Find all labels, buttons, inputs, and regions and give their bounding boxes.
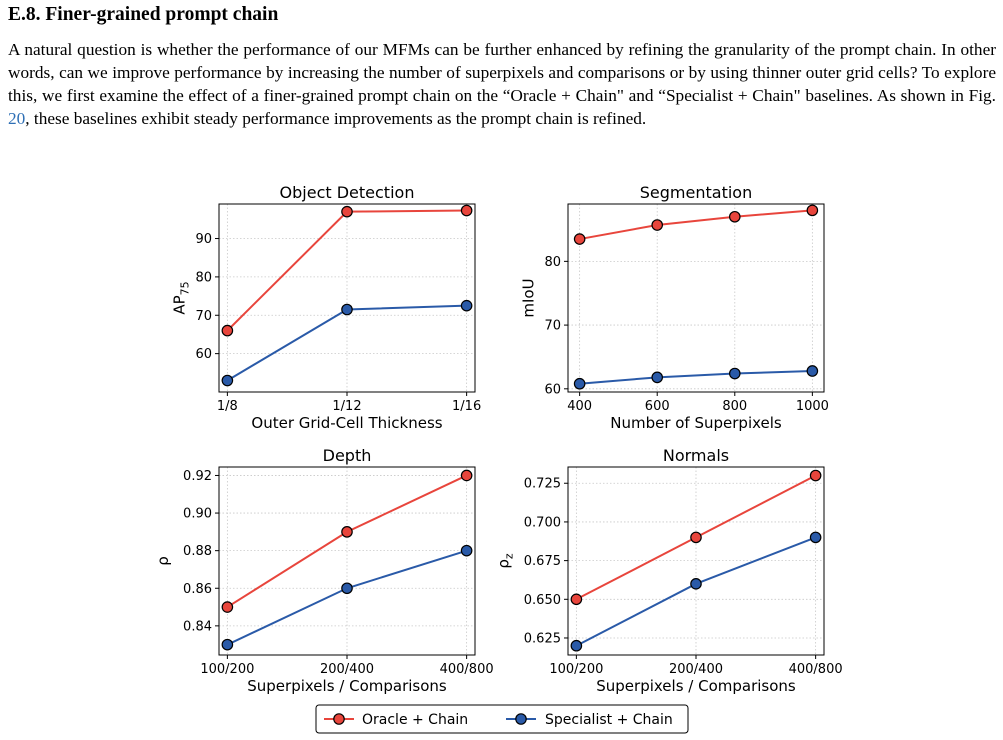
segmentation-y-tick-label: 80 bbox=[544, 255, 561, 270]
normals-data-point-specialist bbox=[570, 639, 583, 652]
depth-y-tick-label: 0.92 bbox=[183, 469, 212, 484]
segmentation-data-point-specialist bbox=[806, 365, 819, 377]
legend-box bbox=[315, 704, 689, 734]
normals-y-axis-label-subscript: z bbox=[503, 553, 516, 559]
legend-label-oracle: Oracle + Chain bbox=[362, 712, 468, 728]
normals-y-tick-label: 0.725 bbox=[524, 477, 561, 492]
object-detection-y-tick-label: 60 bbox=[195, 347, 212, 362]
segmentation-data-point-oracle bbox=[573, 233, 586, 245]
segmentation-y-tick-label: 60 bbox=[544, 382, 561, 397]
object-detection-x-tick-label: 1/12 bbox=[332, 399, 361, 414]
normals-chart: 100/200 200/400 400/800 0.625 0.650 0.675 0.70… bbox=[495, 446, 843, 695]
normals-y-tick-label: 0.650 bbox=[524, 593, 561, 608]
object-detection-y-axis-label: AP75 bbox=[170, 281, 191, 314]
segmentation-title: Segmentation bbox=[640, 183, 752, 202]
body-paragraph: A natural question is whether the perfor… bbox=[8, 38, 996, 130]
segmentation-x-axis-label: Number of Superpixels bbox=[610, 414, 782, 432]
depth-y-tick-label: 0.84 bbox=[183, 619, 212, 634]
segmentation-y-axis-label-base: mIoU bbox=[519, 278, 537, 317]
depth-data-point-oracle bbox=[460, 469, 473, 482]
figure-reference-link[interactable]: 20 bbox=[8, 109, 26, 128]
segmentation-series-line-oracle bbox=[579, 209, 813, 241]
segmentation-x-tick-label: 600 bbox=[645, 399, 670, 414]
object-detection-x-tick-label: 1/16 bbox=[452, 399, 481, 414]
normals-x-tick-label: 200/400 bbox=[669, 662, 723, 677]
segmentation-y-tick-label: 70 bbox=[544, 319, 561, 334]
legend-label-specialist: Specialist + Chain bbox=[545, 712, 673, 728]
object-detection-y-tick-label: 90 bbox=[195, 232, 212, 247]
depth-data-point-specialist bbox=[341, 582, 353, 595]
segmentation-y-axis-label: mIoU bbox=[519, 278, 537, 317]
object-detection-data-point-specialist bbox=[341, 303, 353, 316]
paragraph-text-after: , these baselines exhibit steady perform… bbox=[25, 109, 647, 128]
segmentation-x-tick-label: 800 bbox=[722, 399, 747, 414]
normals-x-axis-label: Superpixels / Comparisons bbox=[596, 677, 796, 695]
object-detection-data-point-oracle bbox=[341, 205, 353, 218]
segmentation-axes-frame bbox=[567, 203, 825, 393]
legend-marker-oracle bbox=[333, 713, 345, 725]
depth-x-tick-label: 400/800 bbox=[440, 662, 494, 677]
normals-y-tick-label: 0.700 bbox=[524, 515, 561, 530]
segmentation-x-tick-label: 400 bbox=[567, 399, 592, 414]
object-detection-data-point-oracle bbox=[221, 324, 234, 337]
depth-data-point-oracle bbox=[221, 601, 234, 613]
depth-data-point-specialist bbox=[221, 638, 234, 651]
normals-data-point-specialist bbox=[690, 578, 702, 590]
section-heading: E.8. Finer-grained prompt chain bbox=[8, 4, 279, 25]
segmentation-data-point-oracle bbox=[728, 210, 741, 223]
depth-y-tick-label: 0.90 bbox=[183, 507, 212, 522]
object-detection-y-tick-label: 80 bbox=[195, 270, 212, 285]
normals-x-tick-label: 100/200 bbox=[549, 662, 603, 677]
object-detection-title: Object Detection bbox=[280, 183, 415, 202]
segmentation-data-point-specialist bbox=[651, 371, 664, 384]
depth-x-tick-label: 100/200 bbox=[200, 662, 254, 677]
normals-x-tick-label: 400/800 bbox=[789, 662, 843, 677]
normals-data-point-oracle bbox=[690, 531, 702, 544]
segmentation-data-point-specialist bbox=[728, 367, 741, 380]
segmentation-data-point-specialist bbox=[573, 377, 586, 390]
legend-marker-specialist bbox=[515, 713, 527, 725]
segmentation-data-point-oracle bbox=[806, 204, 819, 217]
segmentation-x-tick-label: 1000 bbox=[796, 399, 829, 414]
normals-y-axis-label: ρz bbox=[495, 553, 516, 569]
depth-y-tick-label: 0.86 bbox=[183, 582, 212, 597]
object-detection-y-axis-label-subscript: 75 bbox=[178, 281, 191, 295]
depth-y-axis-label-base: ρ bbox=[154, 556, 172, 566]
segmentation-chart: 400 600 800 1000 60 70 80 Segmentation Number of… bbox=[519, 183, 829, 432]
depth-data-point-oracle bbox=[341, 526, 353, 538]
object-detection-data-point-specialist bbox=[460, 299, 473, 312]
object-detection-x-axis-label: Outer Grid-Cell Thickness bbox=[251, 414, 442, 432]
legend: Oracle + Chain Specialist + Chain bbox=[315, 704, 689, 734]
normals-data-point-oracle bbox=[809, 469, 822, 482]
object-detection-y-axis-label-base: AP bbox=[170, 295, 188, 314]
object-detection-y-tick-label: 70 bbox=[195, 309, 212, 324]
normals-data-point-specialist bbox=[809, 531, 822, 544]
depth-chart: 100/200 200/400 400/800 0.84 0.86 0.88 0.90 0.9… bbox=[154, 446, 494, 695]
depth-data-point-specialist bbox=[460, 544, 473, 557]
normals-title: Normals bbox=[663, 446, 729, 465]
depth-x-tick-label: 200/400 bbox=[320, 662, 374, 677]
normals-y-tick-label: 0.675 bbox=[524, 554, 561, 569]
depth-x-axis-label: Superpixels / Comparisons bbox=[247, 677, 447, 695]
segmentation-series-line-specialist bbox=[579, 369, 813, 385]
segmentation-data-point-oracle bbox=[651, 219, 664, 231]
normals-y-tick-label: 0.625 bbox=[524, 631, 561, 646]
depth-y-tick-label: 0.88 bbox=[183, 544, 212, 559]
normals-data-point-oracle bbox=[570, 593, 583, 606]
object-detection-data-point-specialist bbox=[221, 374, 234, 387]
object-detection-chart: 1/8 1/12 1/16 60 70 80 90 Object Detection Outer… bbox=[170, 183, 481, 432]
object-detection-data-point-oracle bbox=[460, 204, 473, 217]
object-detection-x-tick-label: 1/8 bbox=[217, 399, 238, 414]
paragraph-text-before: A natural question is whether the perfor… bbox=[8, 40, 996, 105]
depth-y-axis-label: ρ bbox=[154, 556, 172, 566]
normals-y-axis-label-base: ρ bbox=[495, 559, 513, 569]
depth-title: Depth bbox=[323, 446, 372, 465]
